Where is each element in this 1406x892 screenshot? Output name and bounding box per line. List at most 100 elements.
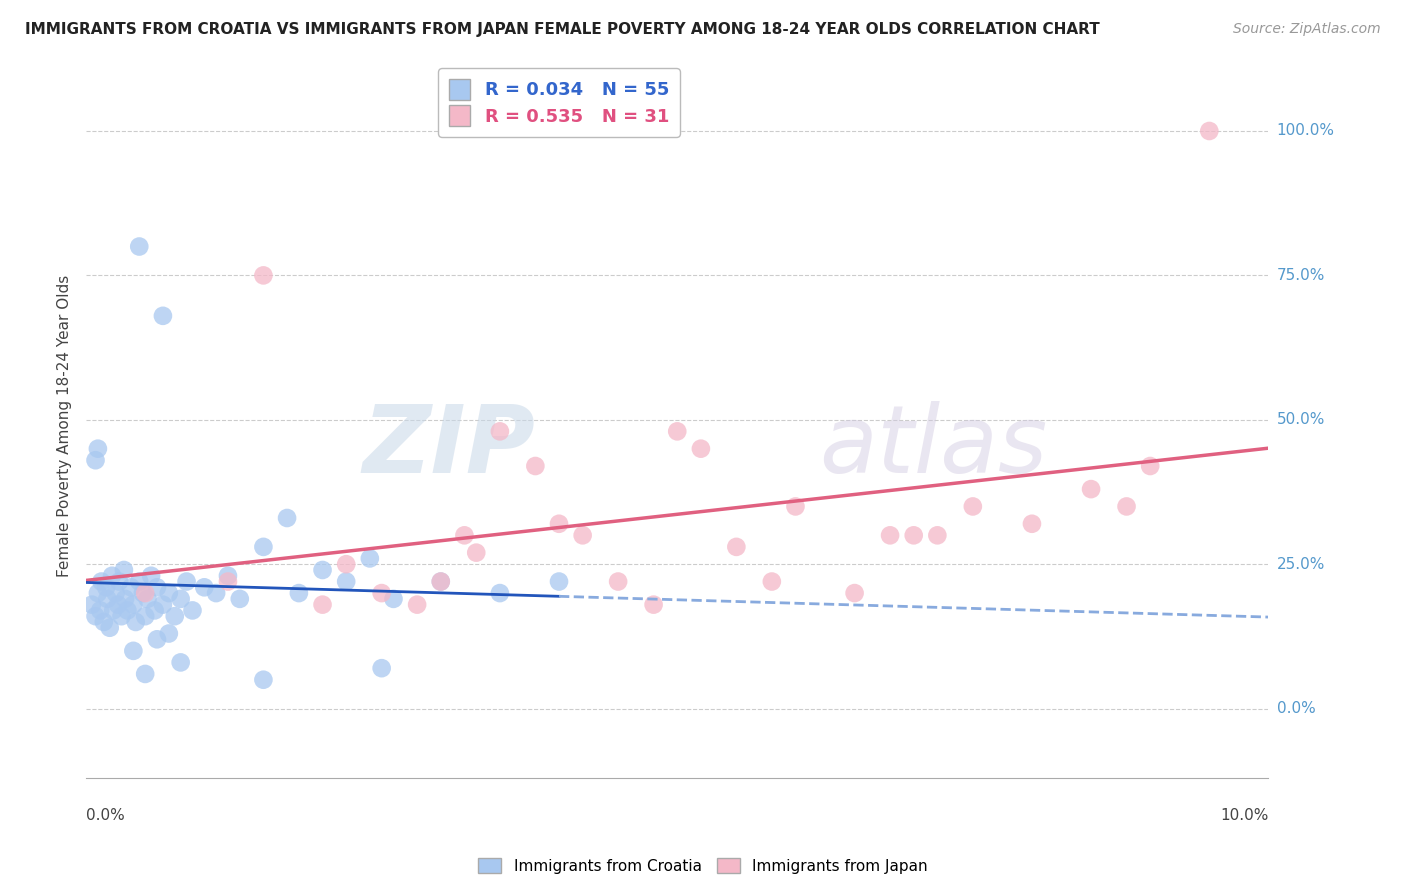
Point [146,580,169,594]
Text: Source: ZipAtlas.com: Source: ZipAtlas.com [1233,22,1381,37]
Point [311,563,333,577]
Point [571,528,593,542]
Point [217,574,239,589]
Point [276,511,298,525]
Point [785,500,807,514]
Point [453,528,475,542]
Point [176,574,198,589]
Point [761,574,783,589]
Point [252,268,274,283]
Text: 0.0%: 0.0% [1277,701,1316,716]
Point [134,609,156,624]
Point [465,546,488,560]
Point [690,442,713,456]
Text: atlas: atlas [820,401,1047,492]
Point [643,598,665,612]
Point [84,453,107,467]
Point [548,516,571,531]
Point [370,586,392,600]
Text: ZIP: ZIP [363,401,536,492]
Point [120,580,142,594]
Point [524,458,547,473]
Point [489,425,512,439]
Point [103,603,125,617]
Point [152,309,174,323]
Point [93,615,115,629]
Point [666,425,689,439]
Point [1115,500,1137,514]
Point [903,528,925,542]
Point [157,626,180,640]
Point [163,609,186,624]
Point [98,621,121,635]
Point [1080,482,1102,496]
Text: IMMIGRANTS FROM CROATIA VS IMMIGRANTS FROM JAPAN FEMALE POVERTY AMONG 18-24 YEAR: IMMIGRANTS FROM CROATIA VS IMMIGRANTS FR… [25,22,1099,37]
Text: 10.0%: 10.0% [1220,808,1268,823]
Point [288,586,311,600]
Point [152,598,174,612]
Point [157,586,180,600]
Point [146,632,169,647]
Point [84,609,107,624]
Point [96,591,118,606]
Point [548,574,571,589]
Text: 75.0%: 75.0% [1277,268,1324,283]
Point [110,609,132,624]
Point [122,644,145,658]
Point [128,574,150,589]
Text: 25.0%: 25.0% [1277,557,1324,572]
Point [927,528,949,542]
Point [89,603,111,617]
Point [429,574,451,589]
Point [169,591,191,606]
Point [117,603,139,617]
Legend: Immigrants from Croatia, Immigrants from Japan: Immigrants from Croatia, Immigrants from… [472,852,934,880]
Text: 50.0%: 50.0% [1277,412,1324,427]
Point [1198,124,1220,138]
Point [143,603,166,617]
Point [879,528,901,542]
Point [193,580,215,594]
Point [429,574,451,589]
Point [90,574,112,589]
Point [335,574,357,589]
Point [80,598,103,612]
Y-axis label: Female Poverty Among 18-24 Year Olds: Female Poverty Among 18-24 Year Olds [58,275,72,577]
Point [114,591,136,606]
Point [122,598,145,612]
Text: 100.0%: 100.0% [1277,123,1334,138]
Point [181,603,204,617]
Point [725,540,748,554]
Point [169,656,191,670]
Point [132,586,155,600]
Point [359,551,381,566]
Point [96,580,118,594]
Point [134,667,156,681]
Point [229,591,252,606]
Point [335,558,357,572]
Point [489,586,512,600]
Point [1021,516,1043,531]
Point [252,540,274,554]
Point [844,586,866,600]
Point [311,598,333,612]
Point [962,500,984,514]
Point [87,442,110,456]
Point [87,586,110,600]
Point [406,598,429,612]
Point [217,568,239,582]
Point [136,591,159,606]
Point [382,591,405,606]
Point [252,673,274,687]
Point [107,598,129,612]
Point [607,574,630,589]
Point [139,568,162,582]
Point [134,586,156,600]
Point [128,239,150,253]
Point [104,586,127,600]
Point [1139,458,1161,473]
Point [370,661,392,675]
Legend: R = 0.034   N = 55, R = 0.535   N = 31: R = 0.034 N = 55, R = 0.535 N = 31 [437,68,681,137]
Point [205,586,228,600]
Point [101,568,124,582]
